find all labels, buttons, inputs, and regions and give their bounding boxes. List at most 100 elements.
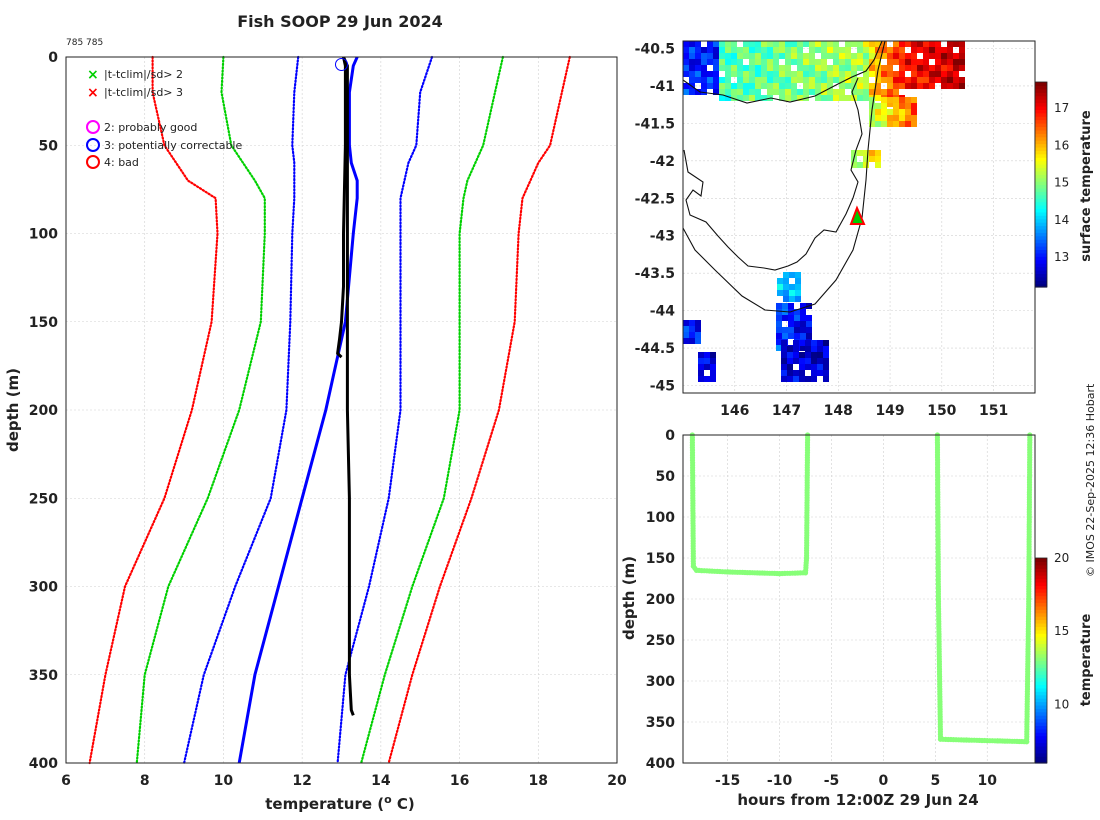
map-sst-cell — [698, 358, 704, 364]
map-sst-cell — [791, 71, 797, 77]
map-x-tick-label: 150 — [927, 403, 956, 419]
depth-time-y-axis-label: depth (m) — [620, 556, 638, 640]
map-sst-cell — [887, 59, 893, 65]
map-sst-cell — [911, 71, 917, 77]
map-colorbar: 13 14 15 16 17 — [1034, 81, 1069, 288]
map-sst-cell — [905, 41, 911, 47]
map-sst-cell — [893, 41, 899, 47]
map-sst-cell — [869, 41, 875, 47]
map-sst-cell — [935, 65, 941, 71]
ship-position-marker — [849, 205, 866, 225]
map-sst-cell — [815, 59, 821, 65]
map-sst-cell — [795, 272, 801, 278]
profile-y-tick-label: 150 — [29, 315, 58, 331]
profile-series-line — [336, 55, 434, 765]
map-sst-cell — [839, 71, 845, 77]
map-sst-cell — [947, 65, 953, 71]
map-sst-cell — [823, 376, 829, 382]
map-sst-cell — [785, 71, 791, 77]
map-sst-cell — [809, 77, 815, 83]
map-sst-cell — [851, 150, 857, 156]
map-y-tick-label: -40.5 — [635, 41, 675, 57]
map-sst-cell — [887, 115, 893, 121]
map-sst-cell — [845, 59, 851, 65]
map-sst-cell — [875, 53, 881, 59]
map-sst-cell — [794, 321, 800, 327]
map-sst-cell — [817, 346, 823, 352]
map-colorbar-swatch — [1035, 273, 1047, 278]
depth-time-colorbar-swatch — [1035, 599, 1047, 604]
depth-time-colorbar-swatch — [1035, 708, 1047, 713]
map-sst-cell — [821, 71, 827, 77]
map-sst-cell — [881, 115, 887, 121]
map-colorbar-swatch — [1035, 228, 1047, 233]
depth-time-colorbar-swatch — [1035, 718, 1047, 723]
profile-y-tick-label: 0 — [48, 50, 58, 66]
map-y-tick-label: -43 — [650, 229, 675, 245]
map-sst-cell — [800, 303, 806, 309]
map-sst-cell — [947, 41, 953, 47]
map-sst-cell — [875, 83, 881, 89]
map-sst-cell — [767, 89, 773, 95]
map-colorbar-swatch — [1035, 123, 1047, 128]
map-sst-cell — [823, 370, 829, 376]
map-sst-cell — [704, 352, 710, 358]
map-sst-cell — [689, 47, 695, 53]
map-sst-cell — [941, 71, 947, 77]
profile-x-tick-label: 8 — [140, 773, 150, 789]
map-sst-cell — [791, 77, 797, 83]
depth-time-y-tick-label: 150 — [646, 551, 675, 567]
map-sst-cell — [953, 41, 959, 47]
map-colorbar-swatch — [1035, 191, 1047, 196]
map-sst-cell — [761, 77, 767, 83]
map-sst-cell — [689, 326, 695, 332]
map-sst-cell — [845, 83, 851, 89]
map-sst-cell — [743, 77, 749, 83]
map-sst-cell — [851, 77, 857, 83]
map-sst-cell — [893, 97, 899, 103]
map-sst-cell — [787, 352, 793, 358]
map-sst-cell — [781, 358, 787, 364]
map-sst-cell — [809, 47, 815, 53]
map-sst-cell — [797, 71, 803, 77]
depth-time-colorbar-swatch — [1035, 626, 1047, 631]
map-sst-cell — [851, 53, 857, 59]
map-sst-cell — [839, 77, 845, 83]
map-sst-cell — [821, 83, 827, 89]
map-sst-cell — [857, 65, 863, 71]
map-sst-cell — [947, 53, 953, 59]
map-panel: 146 147 148 149 150 151 -40.5 -41 -41.5 -42 -42.5 -… — [635, 40, 1094, 419]
map-sst-cell — [713, 71, 719, 77]
profile-x-axis-label: temperature (o C) — [265, 793, 415, 813]
map-sst-cell — [689, 71, 695, 77]
depth-time-colorbar-swatch — [1035, 667, 1047, 672]
map-sst-cell — [923, 41, 929, 47]
depth-time-colorbar-swatch — [1035, 674, 1047, 679]
map-sst-cell — [776, 303, 782, 309]
legend-flag4-marker — [86, 155, 100, 169]
map-sst-cell — [701, 83, 707, 89]
map-sst-cell — [683, 332, 689, 338]
map-sst-cell — [809, 71, 815, 77]
map-sst-cell — [713, 41, 719, 47]
map-sst-cell — [707, 83, 713, 89]
map-colorbar-swatch — [1035, 239, 1047, 244]
map-sst-cell — [811, 370, 817, 376]
map-sst-cell — [695, 53, 701, 59]
map-sst-cell — [899, 115, 905, 121]
map-sst-cell — [725, 89, 731, 95]
map-sst-cell — [851, 59, 857, 65]
depth-time-colorbar-swatch — [1035, 657, 1047, 662]
map-sst-cell — [789, 290, 795, 296]
map-sst-cell — [785, 65, 791, 71]
map-sst-cell — [917, 83, 923, 89]
depth-time-colorbar-swatch — [1035, 756, 1047, 761]
map-sst-cell — [899, 65, 905, 71]
map-sst-cell — [767, 77, 773, 83]
profile-y-tick-label: 400 — [29, 756, 58, 772]
map-sst-cell — [789, 272, 795, 278]
map-sst-cell — [743, 65, 749, 71]
map-sst-cell — [863, 83, 869, 89]
map-sst-cell — [821, 65, 827, 71]
